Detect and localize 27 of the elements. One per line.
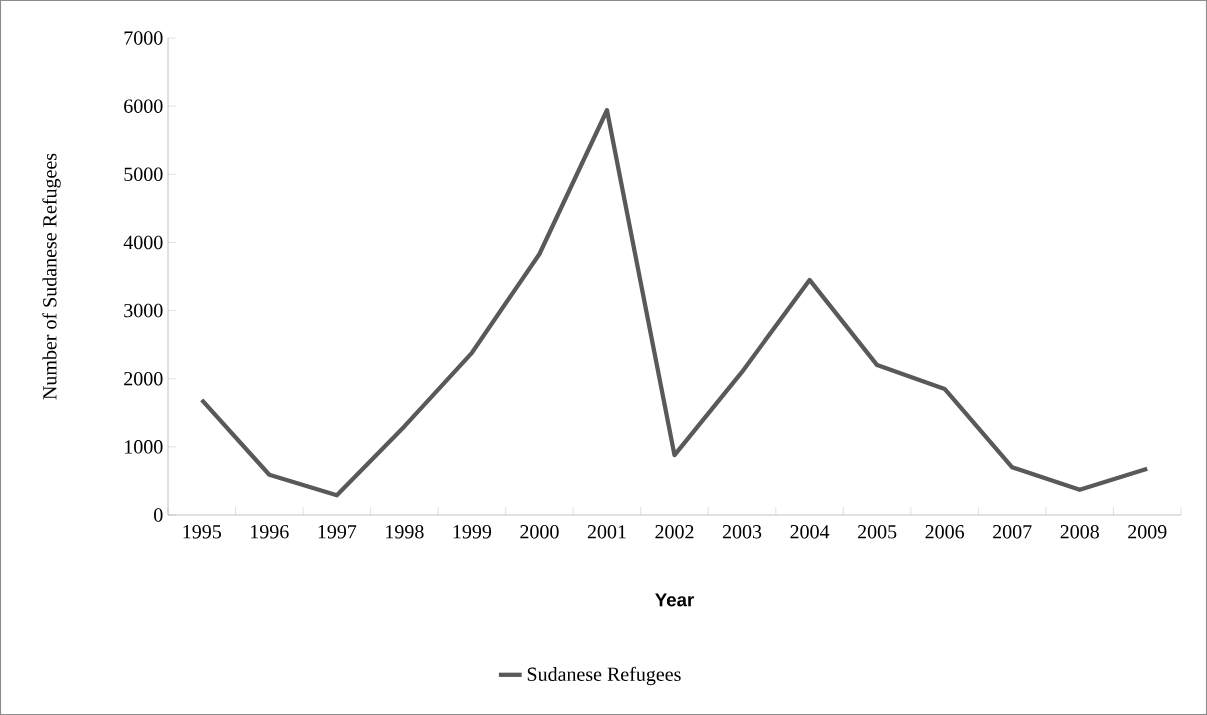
y-tick-label: 0 [154, 508, 163, 522]
x-tick-label: 2003 [722, 525, 762, 539]
y-tick-label: 6000 [124, 99, 163, 113]
x-tick-label: 2004 [790, 525, 830, 539]
x-tick-label: 1996 [251, 525, 289, 539]
line-series [199, 108, 1150, 498]
y-axis-title: Number of Sudanese Refugees [42, 153, 61, 400]
x-tick-label: 1999 [453, 525, 492, 539]
x-tick-label: 1997 [318, 525, 357, 539]
x-tick-label: 2007 [993, 525, 1032, 539]
x-tick-label: 2000 [520, 525, 559, 539]
x-tick-label: 1998 [386, 525, 424, 539]
y-tick-label: 3000 [124, 303, 163, 318]
x-tick-label: 2005 [857, 525, 897, 539]
x-tick-label: 2008 [1060, 525, 1099, 539]
y-tick-label: 5000 [124, 167, 163, 182]
x-tick-label: 2002 [655, 525, 694, 539]
y-tick-label: 7000 [124, 31, 163, 45]
x-axis-title: Year [655, 593, 694, 607]
x-tick-label: 2009 [1128, 525, 1167, 539]
y-tick-label: 4000 [123, 235, 163, 250]
y-tick-label: 2000 [124, 371, 163, 386]
x-tick-label: 1995 [183, 525, 221, 539]
x-tick-label: 2006 [925, 525, 965, 539]
legend-label: Sudanese Refugees [527, 666, 681, 686]
x-tick-label: 2001 [587, 525, 626, 539]
y-tick-label: 1000 [125, 440, 163, 454]
